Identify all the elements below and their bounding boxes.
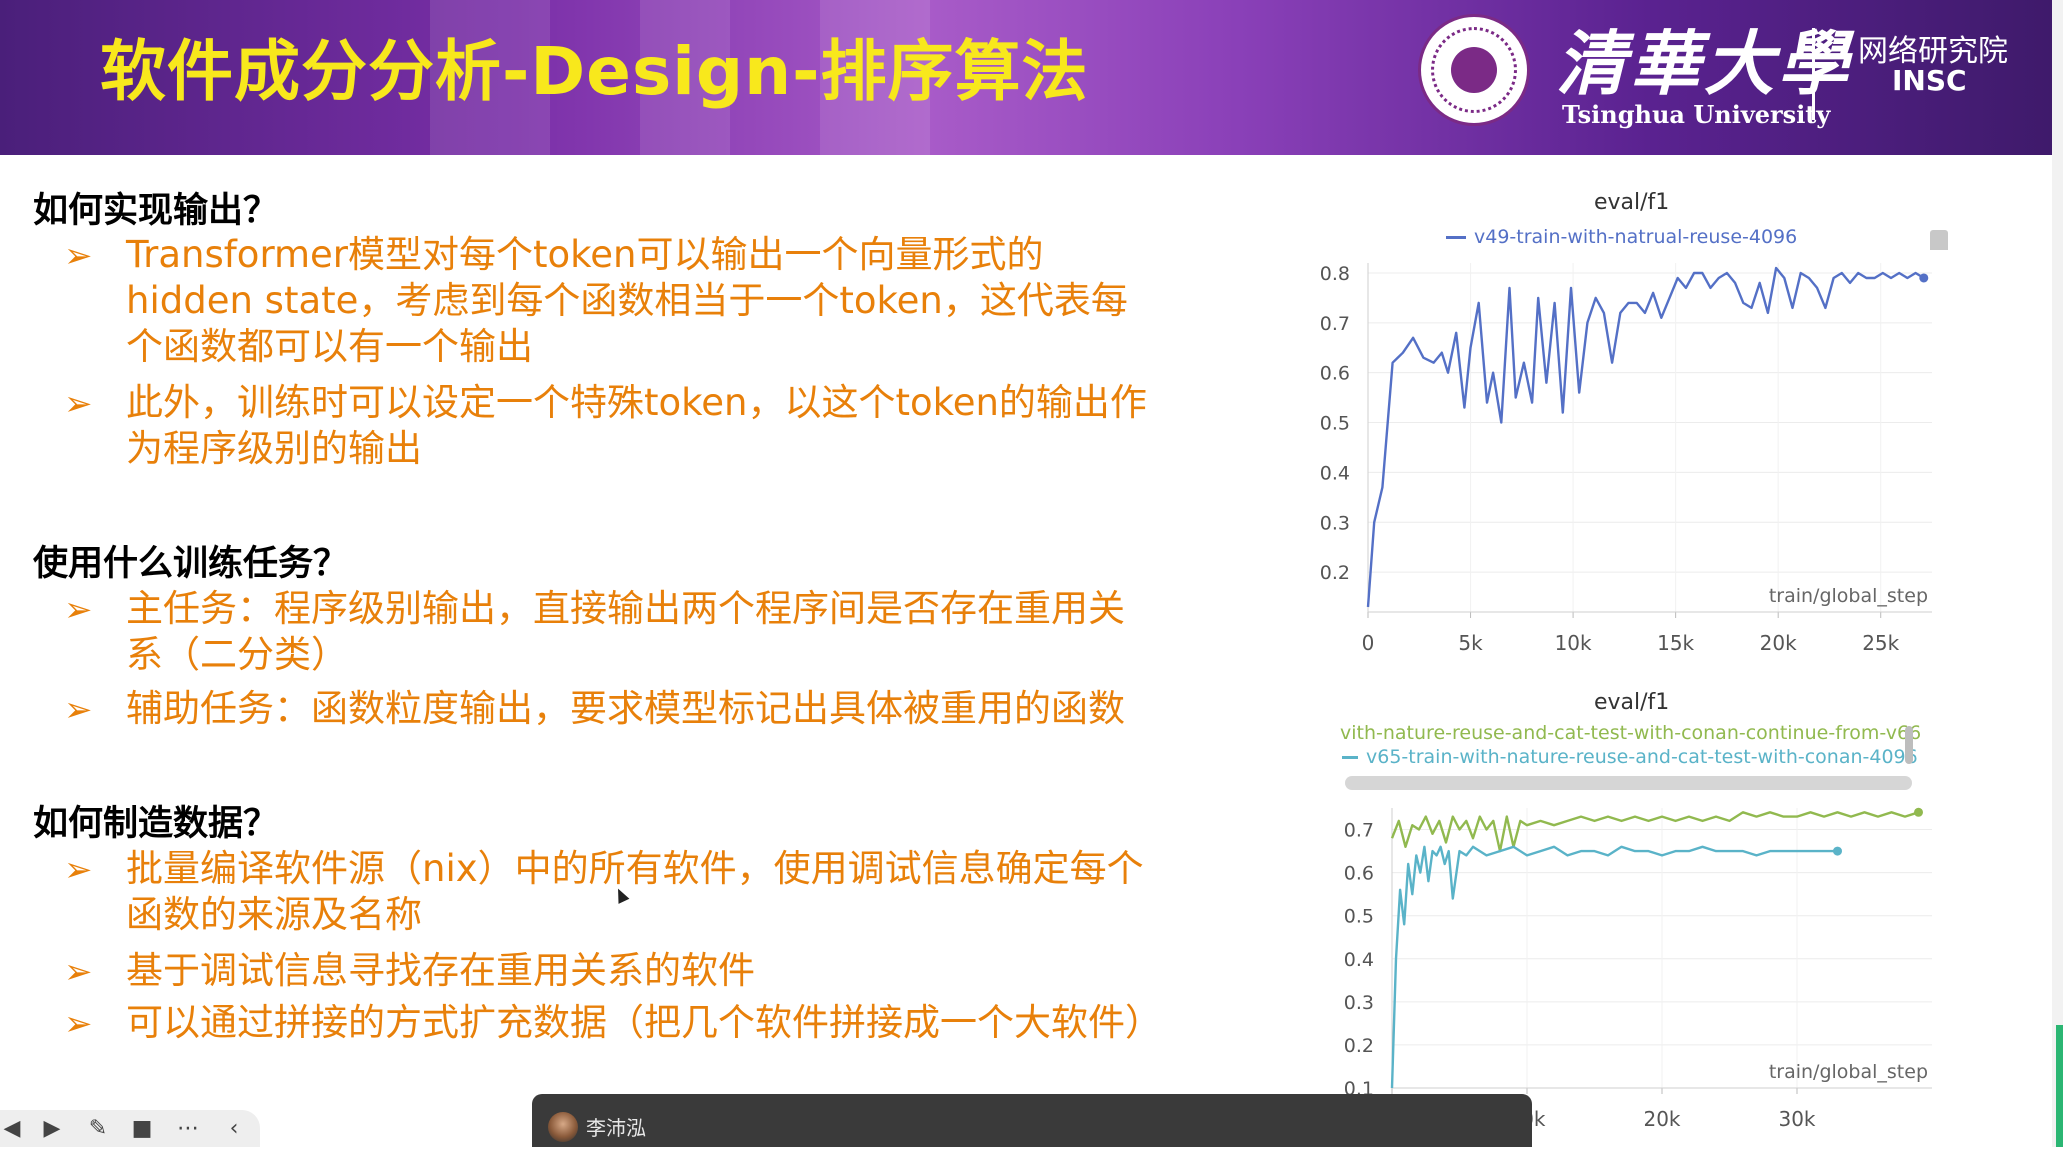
chart2-x-axis-label: train/global_step <box>1769 1061 1928 1083</box>
institute-name-en: INSC <box>1892 64 1967 97</box>
chart1-y-tick-label: 0.5 <box>1320 413 1350 435</box>
chart2-legend-item[interactable]: vith-nature-reuse-and-cat-test-with-cona… <box>1340 722 1921 744</box>
chart2-y-tick-label: 0.7 <box>1344 820 1374 842</box>
bullet-arrow-icon: ➢ <box>64 590 93 630</box>
legend-horizontal-scrollbar[interactable] <box>1345 776 1912 790</box>
chart2-series-line-1 <box>1390 845 1838 1089</box>
chart2-y-tick-label: 0.3 <box>1344 992 1374 1014</box>
bullet-arrow-icon: ➢ <box>64 1004 93 1044</box>
chart2-series-end-point-0 <box>1914 807 1923 817</box>
chart1-svg: 0.2 0.3 0.4 0.5 0.6 0.7 0.8 0 5k 10k 15k 20k 25k trai… <box>1320 263 1932 655</box>
bullet-text: 可以通过拼接的方式扩充数据（把几个软件拼接成一个大软件） <box>126 1001 1162 1044</box>
speaker-bar <box>532 1094 1532 1147</box>
chart1-x-tick-label: 10k <box>1555 631 1592 655</box>
header-banner <box>0 0 2063 155</box>
chevron-left-icon[interactable]: ‹ <box>229 1116 239 1141</box>
side-panel-handle[interactable] <box>2056 1025 2063 1147</box>
chart1-x-tick-label: 15k <box>1657 631 1694 655</box>
window-right-edge <box>2052 0 2063 1147</box>
university-seal-icon <box>1418 14 1530 126</box>
bullet-arrow-icon: ➢ <box>64 952 93 992</box>
bullet-arrow-icon: ➢ <box>64 850 93 890</box>
chart1-legend-item[interactable]: v49-train-with-natrual-reuse-4096 <box>1446 226 1797 248</box>
chart1-x-tick-label: 0 <box>1362 631 1375 655</box>
prev-icon[interactable]: ◀ <box>3 1116 21 1141</box>
seal-core <box>1451 47 1497 93</box>
presentation-toolbar <box>0 1110 260 1147</box>
pen-icon[interactable]: ✎ <box>88 1116 108 1141</box>
chart1-y-tick-label: 0.8 <box>1320 263 1350 285</box>
chart2-x-tick-label: 30k <box>1778 1107 1815 1131</box>
chart2-legend-item[interactable]: v65-train-with-nature-reuse-and-cat-test… <box>1342 746 1918 768</box>
camera-icon[interactable]: ■ <box>131 1116 153 1141</box>
pin-icon[interactable] <box>1930 230 1948 250</box>
legend-label: vith-nature-reuse-and-cat-test-with-cona… <box>1340 722 1922 744</box>
speaker-avatar <box>548 1112 578 1142</box>
bullet-arrow-icon: ➢ <box>64 236 93 276</box>
university-name-en: Tsinghua University <box>1562 100 1831 129</box>
more-icon[interactable]: ⋯ <box>177 1116 199 1141</box>
legend-label: v65-train-with-nature-reuse-and-cat-test… <box>1366 746 1918 768</box>
chart2-y-tick-label: 0.5 <box>1344 906 1374 928</box>
chart2-series-line-0 <box>1390 811 1919 853</box>
section-heading-output: 如何实现输出？ <box>33 191 279 231</box>
chart1-series-end-point-0 <box>1919 273 1929 283</box>
legend-vertical-scrollbar[interactable] <box>1905 726 1913 764</box>
chart1-y-tick-label: 0.3 <box>1320 512 1350 534</box>
chart1-x-tick-label: 20k <box>1760 631 1797 655</box>
chart1-title: eval/f1 <box>1594 190 1670 215</box>
bullet-text: 基于调试信息寻找存在重用关系的软件 <box>126 949 755 992</box>
section-heading-training-task: 使用什么训练任务？ <box>33 544 349 584</box>
chart1-x-axis-label: train/global_step <box>1769 585 1928 607</box>
legend-swatch <box>1446 236 1466 239</box>
legend-label: v49-train-with-natrual-reuse-4096 <box>1474 226 1798 248</box>
legend-swatch <box>1342 756 1358 759</box>
banner-divider <box>1812 28 1815 120</box>
bullet-text: Transformer模型对每个token可以输出一个向量形式的 hidden … <box>126 233 1128 368</box>
bullet-text: 批量编译软件源（nix）中的所有软件，使用调试信息确定每个 函数的来源及名称 <box>126 847 1144 936</box>
chart2-series-end-point-1 <box>1833 846 1842 856</box>
institute-name-cn: 网络研究院 <box>1858 34 2008 69</box>
chart1-plot[interactable]: 0.2 0.3 0.4 0.5 0.6 0.7 0.8 0 5k 10k 15k 20k 25k trai… <box>1300 255 1940 674</box>
slide-title: 软件成分分析-Design-排序算法 <box>100 33 1089 110</box>
bullet-text: 此外，训练时可以设定一个特殊token，以这个token的输出作 为程序级别的输… <box>126 381 1147 470</box>
university-name-cn: 清華大學 <box>1556 22 1852 105</box>
chart2-y-tick-label: 0.4 <box>1344 949 1374 971</box>
chart1-x-tick-label: 25k <box>1862 631 1899 655</box>
banner-arch-decoration <box>430 0 550 155</box>
chart1-series-line-0 <box>1366 266 1925 608</box>
seal-ring <box>1431 27 1517 113</box>
play-icon[interactable]: ▶ <box>43 1116 61 1141</box>
section-heading-data: 如何制造数据？ <box>33 804 279 844</box>
chart1-y-tick-label: 0.6 <box>1320 363 1350 385</box>
chart2-x-tick-label: 20k <box>1643 1107 1680 1131</box>
banner-arch-decoration <box>640 0 730 155</box>
bullet-text: 主任务：程序级别输出，直接输出两个程序间是否存在重用关 系（二分类） <box>126 587 1125 676</box>
chart1-y-tick-label: 0.4 <box>1320 462 1350 484</box>
chart2-y-tick-label: 0.6 <box>1344 863 1374 885</box>
chart1-y-tick-label: 0.7 <box>1320 313 1350 335</box>
bullet-arrow-icon: ➢ <box>64 384 93 424</box>
chart2-y-tick-label: 0.2 <box>1344 1035 1374 1057</box>
chart2-title: eval/f1 <box>1594 690 1670 715</box>
bullet-text: 辅助任务：函数粒度输出，要求模型标记出具体被重用的函数 <box>126 687 1125 730</box>
bullet-arrow-icon: ➢ <box>64 690 93 730</box>
chart1-x-tick-label: 5k <box>1458 631 1483 655</box>
chart1-y-tick-label: 0.2 <box>1320 562 1350 584</box>
speaker-name: 李沛泓 <box>586 1116 646 1140</box>
banner-arch-decoration <box>820 0 930 155</box>
